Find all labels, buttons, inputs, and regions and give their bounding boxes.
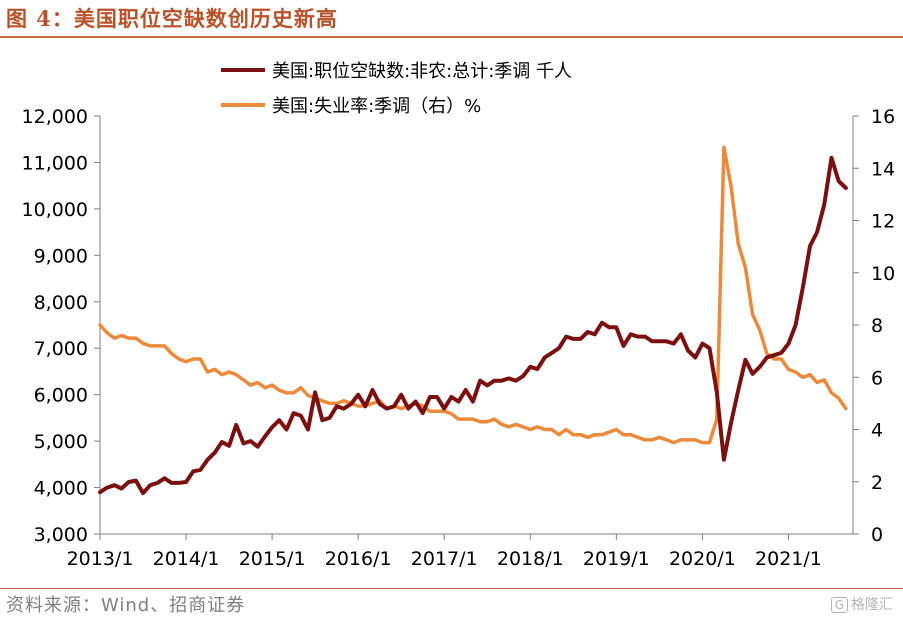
legend-label-unemployment: 美国:失业率:季调（右）%	[272, 96, 481, 117]
x-tick-label: 2016/1	[325, 548, 392, 570]
x-tick-label: 2019/1	[583, 548, 650, 570]
right-y-tick-label: 12	[871, 211, 895, 233]
source-note: 资料来源：Wind、招商证券	[6, 595, 246, 616]
watermark-text: 格隆汇	[851, 597, 893, 613]
title-divider	[0, 36, 903, 38]
right-y-tick-label: 0	[871, 524, 883, 546]
x-tick-label: 2021/1	[755, 548, 822, 570]
footer-divider	[0, 588, 903, 589]
left-y-tick-label: 5,000	[34, 431, 88, 453]
series-layer	[98, 145, 848, 496]
left-y-tick-label: 4,000	[34, 478, 88, 500]
legend-label-openings: 美国:职位空缺数:非农:总计:季调 千人	[272, 61, 572, 82]
left-y-tick-label: 9,000	[34, 245, 88, 267]
job-openings-line	[98, 155, 848, 496]
left-y-tick-label: 6,000	[34, 385, 88, 407]
watermark-logo-icon: G	[830, 597, 848, 613]
left-y-tick-label: 7,000	[34, 338, 88, 360]
watermark: G 格隆汇	[830, 594, 893, 614]
x-axis: 2013/1 2014/1 2015/1 2016/1 2017/1 2018/1 2019…	[67, 534, 822, 570]
right-y-axis: 0 2 4 6 8 10 12 14 16	[853, 106, 895, 546]
figure-title: 图 4：美国职位空缺数创历史新高	[6, 6, 338, 31]
x-tick-label: 2017/1	[411, 548, 478, 570]
dual-axis-line-chart: 3,000 4,000 5,000 6,000 7,000 8,000 9,000 10,00…	[22, 61, 896, 570]
x-tick-label: 2020/1	[669, 548, 736, 570]
legend: 美国:职位空缺数:非农:总计:季调 千人 美国:失业率:季调（右）%	[221, 61, 572, 117]
right-y-tick-label: 10	[871, 263, 895, 285]
left-y-tick-label: 11,000	[22, 152, 88, 174]
left-y-tick-label: 8,000	[34, 292, 88, 314]
left-y-tick-label: 3,000	[34, 524, 88, 546]
unemployment-rate-line	[98, 145, 848, 445]
x-tick-label: 2015/1	[239, 548, 306, 570]
right-y-tick-label: 16	[871, 106, 895, 128]
x-tick-label: 2014/1	[153, 548, 220, 570]
right-y-tick-label: 8	[871, 315, 883, 337]
left-y-tick-label: 10,000	[22, 199, 88, 221]
right-y-tick-label: 14	[871, 158, 895, 180]
right-y-tick-label: 4	[871, 420, 883, 442]
x-tick-label: 2013/1	[67, 548, 134, 570]
x-tick-label: 2018/1	[497, 548, 564, 570]
right-y-tick-label: 6	[871, 367, 883, 389]
left-y-tick-label: 12,000	[22, 106, 88, 128]
right-y-tick-label: 2	[871, 472, 883, 494]
left-y-axis: 3,000 4,000 5,000 6,000 7,000 8,000 9,000 10,00…	[22, 106, 100, 546]
plot-area	[99, 116, 854, 535]
